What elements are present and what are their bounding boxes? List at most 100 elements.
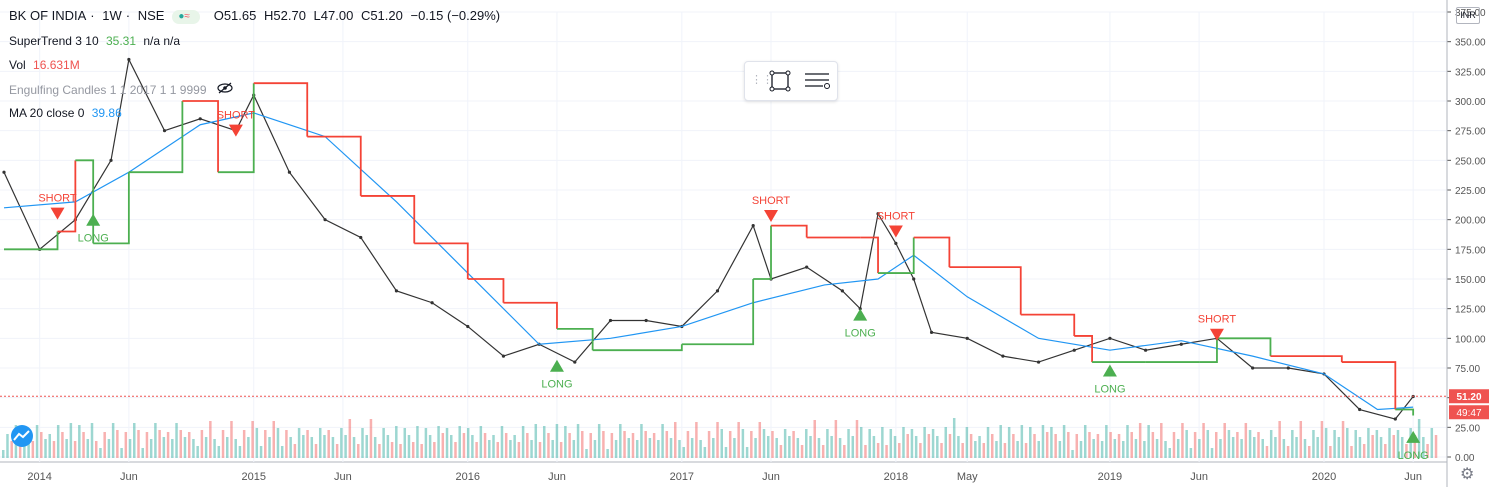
volume-bar [1033, 434, 1036, 458]
volume-bar [1362, 444, 1366, 458]
engulfing-legend[interactable]: Engulfing Candles 1 1 2017 1 1 9999 [9, 82, 238, 97]
volume-bar [1329, 446, 1332, 458]
volume-bar [1316, 437, 1319, 458]
volume-bar [914, 436, 918, 458]
price-point [1108, 336, 1112, 340]
volume-bar [302, 435, 305, 458]
volume-bar [783, 429, 787, 458]
volume-bar [542, 426, 546, 458]
volume-bar [1295, 437, 1298, 458]
volume-bar [357, 444, 360, 458]
x-tick-label: 2017 [670, 471, 694, 483]
volume-bar [365, 435, 368, 458]
volume-bar [766, 436, 770, 458]
volume-bar [1261, 439, 1264, 458]
volume-bar [1240, 439, 1243, 458]
volume-bar [361, 428, 364, 458]
volume-bar [690, 438, 694, 458]
ma-legend[interactable]: MA 20 close 0 39.86 [9, 106, 122, 120]
volume-bar [496, 442, 499, 458]
volume-bar [492, 435, 495, 458]
volume-bar [1333, 430, 1336, 458]
volume-bar [944, 427, 948, 458]
tradingview-cloud-icon[interactable] [8, 425, 36, 447]
volume-bar [948, 434, 952, 458]
volume-bar [1096, 434, 1100, 458]
ma-line [3, 112, 1414, 411]
volume-bar [1265, 446, 1269, 458]
volume-bar [1198, 439, 1201, 458]
volume-bar [1341, 421, 1345, 458]
volume-bar [1181, 423, 1184, 458]
volume-legend[interactable]: Vol 16.631M [9, 58, 80, 72]
line-settings-icon[interactable] [803, 70, 831, 97]
volume-bar [526, 433, 529, 458]
volume-bar [82, 432, 85, 458]
volume-bar [187, 432, 191, 458]
volume-bar [149, 439, 153, 458]
volume-bar [1160, 423, 1163, 458]
volume-bar [94, 441, 98, 458]
volume-bar [859, 427, 863, 458]
volume-bar [978, 436, 981, 458]
volume-bar [2, 450, 5, 458]
volume-bar [1219, 439, 1222, 458]
x-tick-label: Jun [334, 471, 352, 483]
rectangle-tool-icon[interactable] [769, 70, 791, 97]
volume-bar [1400, 437, 1404, 458]
volume-bar [504, 433, 508, 458]
supertrend-segment [1074, 335, 1093, 363]
volume-bar [576, 424, 580, 458]
ohlc-change: −0.15 (−0.29%) [410, 8, 501, 23]
drag-handle-icon[interactable]: ⋮⋮ [751, 74, 773, 86]
volume-bar [179, 430, 183, 458]
volume-bar [61, 432, 64, 458]
supertrend-legend[interactable]: SuperTrend 3 10 35.31 n/a n/a [9, 34, 181, 48]
volume-bar [644, 431, 647, 458]
volume-bar [1413, 435, 1417, 458]
volume-bar [1172, 432, 1176, 458]
volume-bar [78, 425, 81, 458]
long-arrow-marker [86, 213, 101, 226]
interval-label[interactable]: 1W [102, 8, 122, 23]
y-tick-label: 100.00 [1455, 334, 1486, 345]
volume-bar [961, 443, 964, 458]
volume-bar [1100, 441, 1104, 458]
y-tick-label: 250.00 [1455, 156, 1486, 167]
price-point [359, 235, 363, 240]
hidden-eye-icon[interactable] [216, 82, 234, 97]
volume-bar [1354, 430, 1357, 458]
volume-bar [31, 441, 35, 458]
volume-bar [111, 423, 115, 458]
volume-bar [821, 445, 825, 458]
long-arrow-marker [549, 359, 564, 372]
x-tick-label: Jun [762, 471, 780, 483]
long-arrow-marker [1406, 430, 1421, 443]
volume-bar [348, 419, 352, 458]
volume-bar [310, 437, 314, 458]
volume-bar [830, 436, 833, 458]
drawing-toolbar[interactable]: ⋮⋮ [744, 61, 838, 101]
settings-gear-icon[interactable]: ⚙ [1460, 466, 1475, 483]
volume-bar [196, 446, 199, 458]
short-signal-label: SHORT [217, 110, 256, 122]
x-tick-label: Jun [1190, 471, 1208, 483]
volume-bar [1092, 439, 1095, 458]
ohlc-low: L47.00 [313, 8, 354, 23]
y-tick-label: 175.00 [1455, 245, 1486, 256]
currency-badge[interactable]: INR [1456, 7, 1480, 24]
x-tick-label: May [957, 471, 978, 483]
volume-bar [48, 434, 51, 458]
volume-bar [881, 427, 884, 458]
y-tick-label: 125.00 [1455, 305, 1486, 316]
volume-bar [564, 426, 567, 458]
supertrend-segment [753, 225, 772, 280]
volume-bar [479, 426, 483, 458]
price-point [840, 289, 844, 293]
price-point [1179, 342, 1183, 346]
volume-bar [35, 425, 39, 458]
volume-bar [792, 431, 795, 458]
supertrend-segment [1199, 338, 1218, 363]
volume-bar [1392, 435, 1396, 458]
